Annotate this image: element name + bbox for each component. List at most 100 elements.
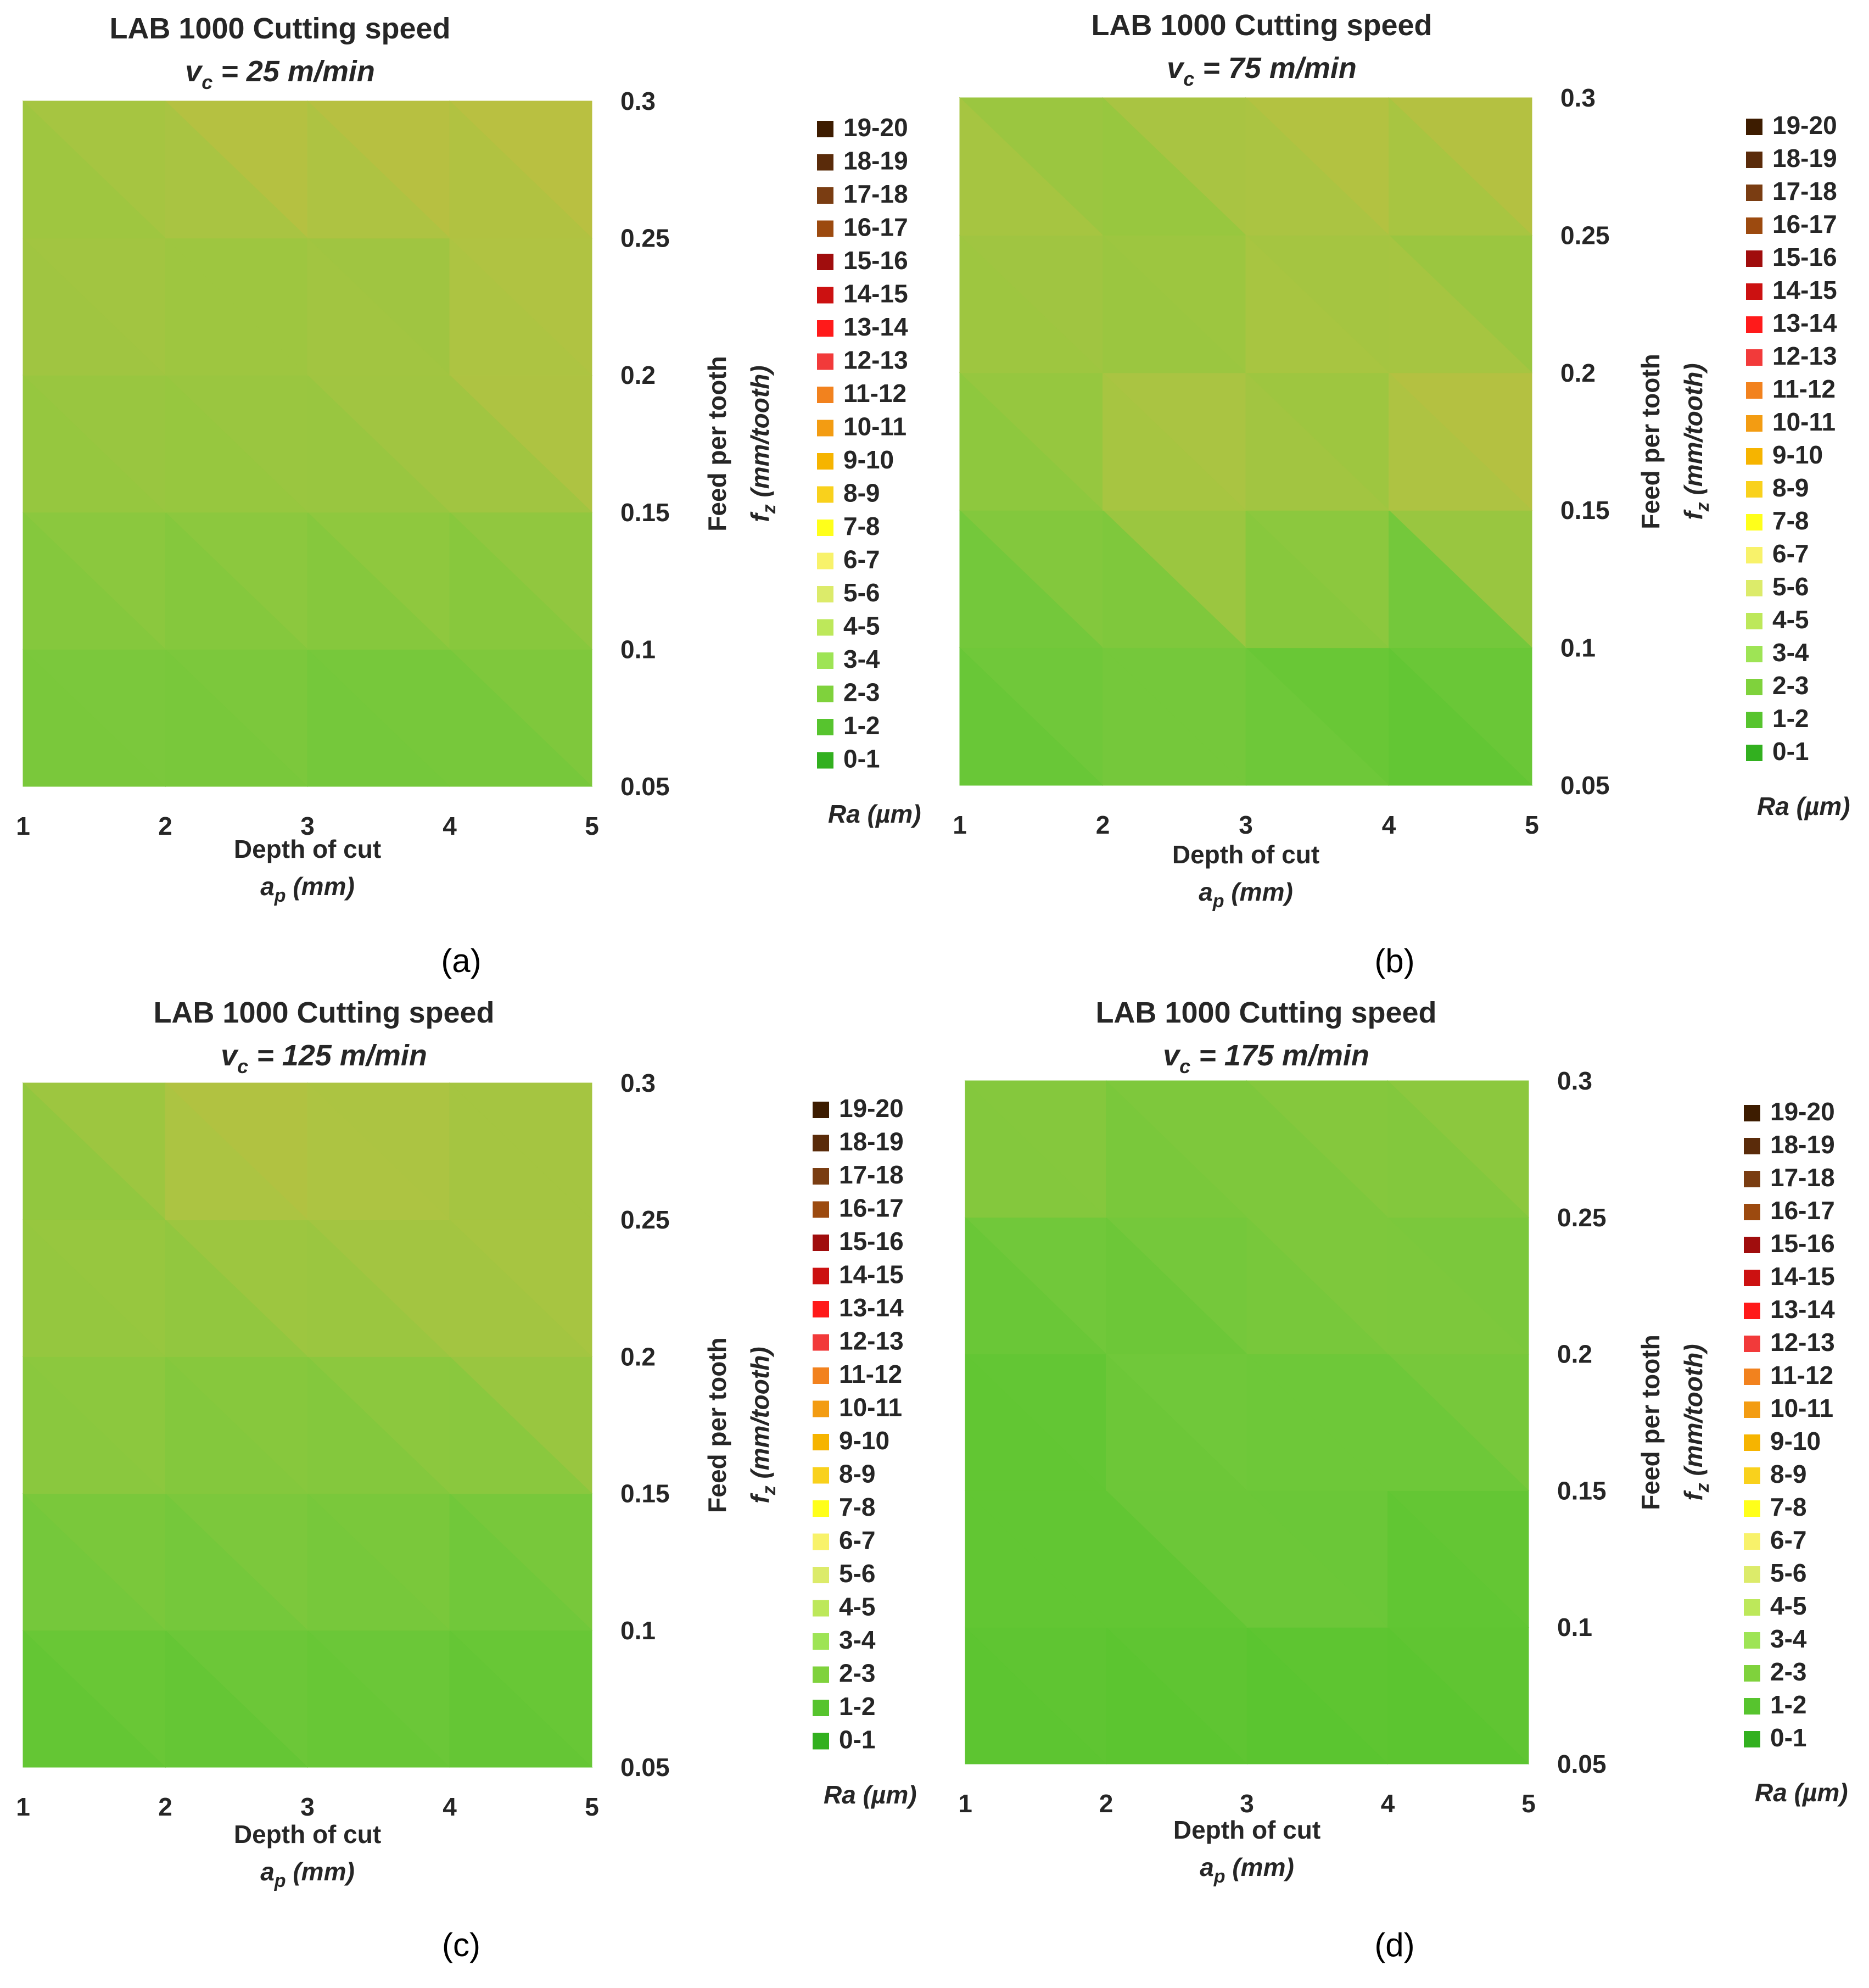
legend-swatch: [813, 1633, 829, 1650]
legend-label: 7-8: [843, 512, 880, 540]
x-tick-label: 4: [1382, 811, 1396, 839]
panel-caption: (a): [441, 942, 481, 979]
y-tick-label: 0.1: [1557, 1613, 1592, 1641]
legend-swatch: [813, 1700, 829, 1716]
legend-swatch: [1746, 349, 1762, 366]
legend-swatch: [813, 1168, 829, 1185]
legend-label: 15-16: [839, 1227, 904, 1255]
heatmap-cell: [1387, 1627, 1530, 1764]
heatmap-cell: [1245, 234, 1390, 373]
legend-swatch: [1746, 119, 1762, 135]
y-axis-unit-label: fz (mm/tooth): [746, 1347, 780, 1503]
legend-label: 5-6: [839, 1559, 875, 1588]
x-axis-label: Depth of cut: [1172, 840, 1319, 869]
legend-label: 18-19: [843, 147, 908, 175]
legend-label: 1-2: [839, 1692, 875, 1721]
legend-swatch: [1744, 1204, 1760, 1220]
legend-label: 14-15: [1772, 276, 1837, 304]
heatmap-cell: [965, 1627, 1107, 1764]
y-tick-label: 0.1: [620, 1616, 656, 1645]
legend-label: 5-6: [1772, 572, 1809, 601]
heatmap-cell: [959, 372, 1104, 511]
legend: 19-20 18-19 17-18 16-17 15-16 14-15 13-14 12-13…: [813, 1094, 917, 1809]
legend-label: 2-3: [839, 1659, 875, 1688]
legend-label: 6-7: [1770, 1526, 1806, 1554]
legend-label: 19-20: [1772, 111, 1837, 139]
x-tick-label: 3: [1239, 811, 1253, 839]
legend-label: 15-16: [843, 246, 908, 275]
legend-label: 3-4: [1772, 638, 1809, 667]
legend-label: 13-14: [1772, 309, 1837, 337]
legend-label: 14-15: [839, 1260, 904, 1289]
panel-caption: (d): [1374, 1926, 1414, 1963]
chart-subtitle: vc = 75 m/min: [1167, 52, 1357, 90]
legend-label: 5-6: [843, 578, 880, 607]
legend-swatch: [1744, 1270, 1760, 1286]
legend-label: 9-10: [843, 445, 894, 474]
legend-swatch: [813, 1334, 829, 1351]
heatmap-cell: [1387, 1080, 1530, 1218]
legend-label: 4-5: [843, 612, 880, 640]
heatmap-cell: [1246, 1353, 1389, 1491]
legend-swatch: [813, 1733, 829, 1750]
legend-swatch: [1746, 283, 1762, 300]
heatmap-cell: [23, 1219, 166, 1357]
legend-swatch: [817, 420, 833, 437]
heatmap-cell: [965, 1080, 1107, 1218]
legend-label: 11-12: [839, 1360, 902, 1388]
legend-label: 1-2: [1772, 704, 1809, 733]
legend-label: 19-20: [1770, 1097, 1835, 1126]
y-axis-unit-label: fz (mm/tooth): [1679, 363, 1713, 520]
x-tick-label: 2: [158, 812, 172, 840]
y-tick-label: 0.2: [620, 1342, 656, 1371]
legend-swatch: [817, 121, 833, 137]
heatmap-cell: [449, 1356, 593, 1494]
heatmap-cell: [449, 237, 593, 376]
heatmap-cell: [165, 1629, 309, 1768]
heatmap-cell: [1103, 647, 1247, 786]
legend-label: 6-7: [1772, 539, 1809, 568]
legend-swatch: [813, 1600, 829, 1617]
legend-swatch: [1746, 745, 1762, 761]
heatmap-cell: [1106, 1080, 1248, 1218]
heatmap-cell: [165, 1493, 309, 1631]
heatmap-cell: [165, 1356, 309, 1494]
legend-swatch: [1744, 1632, 1760, 1649]
legend-label: 19-20: [839, 1094, 904, 1123]
heatmap-cell: [449, 511, 593, 650]
legend-label: 1-2: [1770, 1690, 1806, 1719]
legend-swatch: [817, 387, 833, 403]
legend-label: 0-1: [839, 1725, 875, 1754]
heatmap-cell: [1103, 234, 1247, 373]
legend-swatch: [1746, 382, 1762, 399]
y-tick-label: 0.3: [1557, 1066, 1592, 1095]
chart-title: LAB 1000 Cutting speed: [109, 12, 450, 45]
legend-label: 4-5: [1772, 605, 1809, 634]
heatmap-cell: [307, 100, 451, 239]
legend-swatch: [817, 520, 833, 536]
legend-swatch: [1746, 613, 1762, 629]
heatmap-cell: [165, 1219, 309, 1357]
legend-swatch: [1744, 1566, 1760, 1583]
heatmap-cell: [1246, 1080, 1389, 1218]
heatmap-cell: [1103, 372, 1247, 511]
legend-swatch: [1746, 185, 1762, 201]
heatmap-cell: [1387, 1353, 1530, 1491]
x-axis-unit-label: ap (mm): [260, 872, 355, 906]
heatmap-cell: [959, 510, 1104, 649]
heatmap-cell: [23, 375, 166, 513]
legend-swatch: [813, 1235, 829, 1251]
legend-label: 7-8: [1772, 506, 1809, 535]
y-tick-label: 0.3: [620, 87, 656, 115]
heatmap-cell: [1389, 97, 1533, 236]
heatmap-cell: [449, 1493, 593, 1631]
legend-swatch: [1744, 1138, 1760, 1154]
legend-swatch: [1744, 1237, 1760, 1253]
legend-swatch: [813, 1400, 829, 1417]
legend-label: 3-4: [1770, 1624, 1807, 1653]
legend-label: 1-2: [843, 711, 880, 740]
legend-swatch: [813, 1201, 829, 1218]
panel-caption: (c): [442, 1926, 480, 1963]
legend-label: 16-17: [843, 213, 908, 242]
